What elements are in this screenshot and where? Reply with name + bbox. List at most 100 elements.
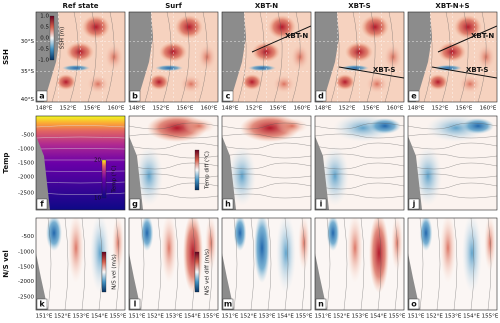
panel-frame — [407, 217, 498, 311]
field-blob — [66, 42, 94, 62]
contour — [222, 162, 311, 170]
letter-box — [408, 198, 420, 210]
panel — [222, 116, 311, 210]
contour — [315, 193, 404, 199]
colorbar-tick: 20 — [94, 158, 101, 164]
contour — [174, 218, 179, 310]
field-blob — [462, 118, 494, 134]
panel-frame — [35, 217, 126, 311]
contour — [81, 218, 86, 310]
column-title: XBT-N — [255, 2, 278, 10]
land — [129, 12, 153, 102]
x-tick-label: 152°E — [339, 106, 356, 112]
colorbar — [101, 159, 107, 199]
contour — [408, 193, 497, 199]
colorbar-label: Temp diff (°C) — [205, 151, 211, 190]
panel-frame — [407, 115, 498, 211]
colorbar-tick: -0.5 — [38, 47, 49, 53]
panel-letter: i — [320, 200, 323, 209]
contour — [129, 133, 218, 139]
field-blob — [462, 218, 482, 293]
x-tick-label: 160°E — [387, 106, 404, 112]
panel-frame — [128, 11, 219, 103]
colorbar-label: Temp (°C) — [112, 165, 118, 193]
contour — [129, 122, 218, 130]
field-blob — [428, 74, 448, 90]
field-blob — [369, 218, 389, 293]
xbt-label: XBT-S — [373, 66, 395, 74]
panel: XBT-N XBT-S — [408, 12, 497, 102]
panel-frame — [128, 217, 219, 311]
x-tick-label: 156°E — [177, 106, 194, 112]
y-tick-label: -500 — [22, 132, 35, 138]
contour — [105, 12, 115, 102]
colorbar-tick: 0.5 — [40, 25, 49, 31]
panel-letter: b — [132, 92, 138, 101]
panel-frame — [221, 217, 312, 311]
contour — [222, 122, 311, 130]
field-blob — [140, 218, 154, 251]
colorbar-tick: 1.0 — [40, 14, 49, 20]
field-blob — [454, 15, 482, 39]
field-blob — [82, 15, 110, 39]
contour — [453, 218, 458, 310]
contour — [315, 182, 404, 190]
field-blob — [205, 218, 217, 271]
y-tick-label: -1500 — [18, 264, 34, 270]
contour — [36, 125, 125, 128]
field-blob — [268, 15, 296, 39]
field-blob — [159, 42, 187, 62]
contour — [408, 182, 497, 190]
colorbar — [101, 251, 107, 293]
slope — [222, 253, 234, 310]
x-tick-label: 152°E — [60, 106, 77, 112]
x-tick-label: 151°E — [36, 314, 53, 320]
field-blob — [276, 118, 308, 134]
x-tick-label: 151°E — [315, 314, 332, 320]
field-blob — [272, 74, 296, 94]
contour — [419, 218, 424, 310]
x-tick-label: 155°E — [389, 314, 406, 320]
y-tick-label: 35°S — [21, 69, 35, 75]
land — [408, 12, 432, 102]
field-blob — [248, 65, 276, 71]
field-blob — [155, 65, 183, 71]
panel-letter: m — [224, 300, 232, 309]
contour — [408, 122, 497, 130]
panel: XBT-N — [222, 12, 311, 102]
contour — [115, 218, 120, 310]
xbt-line — [338, 66, 404, 79]
letter-box — [222, 298, 234, 310]
panel-letter: o — [411, 300, 417, 309]
contour — [64, 218, 69, 310]
x-tick-label: 152°E — [432, 106, 449, 112]
x-tick-label: 155°E — [296, 314, 313, 320]
slope — [408, 136, 422, 210]
panel-frame — [128, 115, 219, 211]
xbt-line — [437, 25, 497, 53]
contour — [250, 218, 255, 310]
contour — [348, 12, 358, 102]
field-blob — [341, 65, 369, 71]
x-tick-label: 160°E — [480, 106, 497, 112]
field-blob — [161, 218, 177, 283]
contour — [470, 218, 475, 310]
x-tick-label: 156°E — [456, 106, 473, 112]
panel-letter: j — [412, 200, 416, 209]
x-tick-label: 160°E — [201, 106, 218, 112]
letter-box — [222, 198, 234, 210]
panel-frame — [314, 115, 405, 211]
letter-box — [129, 298, 141, 310]
panel — [408, 116, 497, 210]
contour — [315, 173, 404, 179]
field-blob — [361, 15, 389, 39]
letter-box — [315, 90, 327, 102]
panel-letter: l — [134, 300, 137, 309]
x-tick-label: 152°E — [240, 314, 257, 320]
y-tick-label: -2500 — [18, 191, 34, 197]
x-tick-label: 148°E — [408, 106, 425, 112]
field-blob — [419, 218, 433, 251]
field-blob — [56, 74, 76, 90]
panel-letter: a — [39, 92, 44, 101]
